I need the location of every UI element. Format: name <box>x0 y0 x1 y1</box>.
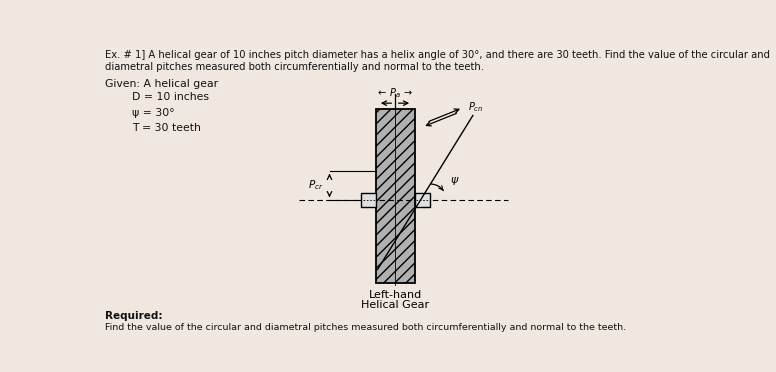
Polygon shape <box>414 193 430 208</box>
Text: $\psi$: $\psi$ <box>449 175 459 187</box>
Text: Find the value of the circular and diametral pitches measured both circumferenti: Find the value of the circular and diame… <box>105 323 626 332</box>
Text: Required:: Required: <box>105 311 162 321</box>
Polygon shape <box>361 193 376 208</box>
Text: $P_{cn}$: $P_{cn}$ <box>468 100 483 114</box>
Text: ψ = 30°: ψ = 30° <box>132 108 175 118</box>
Text: $P_{cr}$: $P_{cr}$ <box>308 179 324 192</box>
Text: T = 30 teeth: T = 30 teeth <box>132 123 201 133</box>
Text: Ex. # 1] A helical gear of 10 inches pitch diameter has a helix angle of 30°, an: Ex. # 1] A helical gear of 10 inches pit… <box>105 50 770 60</box>
Text: Helical Gear: Helical Gear <box>362 300 429 310</box>
Text: Given: A helical gear: Given: A helical gear <box>105 78 218 89</box>
Text: diametral pitches measured both circumferentially and normal to the teeth.: diametral pitches measured both circumfe… <box>105 62 483 71</box>
Text: D = 10 inches: D = 10 inches <box>132 92 209 102</box>
Text: $\leftarrow\,P_a\,\rightarrow$: $\leftarrow\,P_a\,\rightarrow$ <box>376 86 414 100</box>
Polygon shape <box>376 109 414 283</box>
Text: Left-hand: Left-hand <box>369 289 422 299</box>
